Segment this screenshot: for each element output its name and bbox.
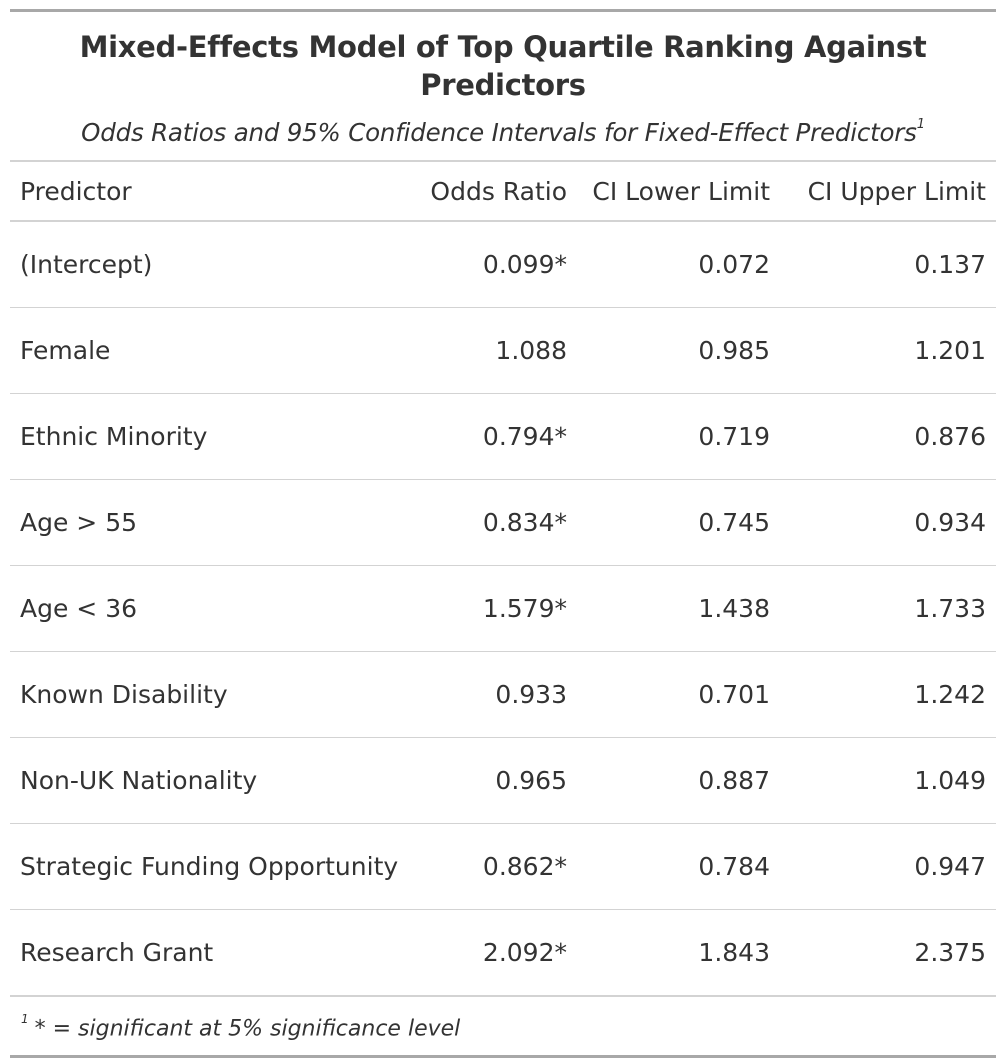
- table-row: Age < 36 1.579* 1.438 1.733: [10, 565, 996, 653]
- cell-ci-upper: 1.242: [780, 651, 996, 739]
- cell-predictor: Research Grant: [20, 938, 214, 968]
- cell-odds-ratio: 0.965: [410, 737, 577, 825]
- cell-odds-ratio: 0.099*: [410, 222, 577, 309]
- cell-predictor: Ethnic Minority: [10, 393, 410, 481]
- cell-ci-upper: 1.733: [780, 565, 996, 653]
- column-header-ci-upper: CI Upper Limit: [807, 176, 986, 206]
- table-row: Research Grant 2.092* 1.843 2.375: [10, 910, 996, 996]
- cell-ci-lower: 1.843: [698, 938, 770, 968]
- column-header-odds-ratio: Odds Ratio: [430, 176, 567, 206]
- cell-ci-upper: 0.947: [780, 823, 996, 911]
- table-row: Non-UK Nationality 0.965 0.887 1.049: [10, 737, 996, 825]
- subtitle-footnote-marker: 1: [916, 117, 925, 132]
- cell-ci-upper: 1.049: [780, 737, 996, 825]
- footnote: 1 * = significant at 5% significance leve…: [10, 997, 996, 1055]
- cell-odds-ratio: 0.834*: [410, 479, 577, 567]
- header-top-rule: [10, 160, 996, 163]
- table-row: Female 1.088 0.985 1.201: [10, 307, 996, 395]
- footnote-marker: 1: [21, 1012, 29, 1027]
- table-row: Age > 55 0.834* 0.745 0.934: [10, 479, 996, 567]
- data-table: Predictor Odds Ratio CI Lower Limit CI U…: [10, 162, 996, 995]
- top-rule: [10, 9, 996, 12]
- cell-ci-upper: 2.375: [914, 938, 986, 968]
- column-header-ci-lower: CI Lower Limit: [592, 176, 770, 206]
- cell-odds-ratio: 0.933: [410, 651, 577, 739]
- cell-predictor: Age < 36: [10, 565, 410, 653]
- footnote-text: * = significant at 5% significance level: [34, 1016, 461, 1042]
- table-title: Mixed-Effects Model of Top Quartile Rank…: [79, 30, 927, 102]
- cell-predictor: Non-UK Nationality: [10, 737, 410, 825]
- cell-ci-lower: 0.719: [577, 393, 780, 481]
- table-row: (Intercept) 0.099* 0.072 0.137: [10, 222, 996, 309]
- cell-odds-ratio: 1.579*: [410, 565, 577, 653]
- table-row: Ethnic Minority 0.794* 0.719 0.876: [10, 393, 996, 481]
- cell-ci-lower: 0.887: [577, 737, 780, 825]
- cell-odds-ratio: 0.794*: [410, 393, 577, 481]
- cell-ci-upper: 0.876: [780, 393, 996, 481]
- subtitle-text: Odds Ratios and 95% Confidence Intervals…: [81, 118, 917, 148]
- column-header-predictor: Predictor: [20, 176, 132, 206]
- cell-odds-ratio: 0.862*: [410, 823, 577, 911]
- cell-predictor: Female: [10, 307, 410, 395]
- cell-odds-ratio: 1.088: [410, 307, 577, 395]
- table-subtitle: Odds Ratios and 95% Confidence Intervals…: [10, 112, 996, 150]
- cell-ci-lower: 0.745: [577, 479, 780, 567]
- cell-odds-ratio: 2.092*: [482, 938, 567, 968]
- cell-ci-lower: 0.985: [577, 307, 780, 395]
- cell-predictor: (Intercept): [10, 222, 410, 309]
- cell-ci-lower: 0.072: [577, 222, 780, 309]
- cell-ci-lower: 0.784: [577, 823, 780, 911]
- cell-ci-lower: 1.438: [577, 565, 780, 653]
- cell-predictor: Known Disability: [10, 651, 410, 739]
- cell-ci-upper: 0.137: [780, 222, 996, 309]
- table-row: Known Disability 0.933 0.701 1.242: [10, 651, 996, 739]
- table-body: (Intercept) 0.099* 0.072 0.137 Female 1.088 0.…: [10, 222, 996, 995]
- header-row: Predictor Odds Ratio CI Lower Limit CI U…: [10, 162, 996, 221]
- cell-predictor: Strategic Funding Opportunity: [10, 823, 410, 911]
- table-container: Mixed-Effects Model of Top Quartile Rank…: [10, 9, 996, 1058]
- cell-ci-lower: 0.701: [577, 651, 780, 739]
- cell-predictor: Age > 55: [10, 479, 410, 567]
- cell-ci-upper: 0.934: [780, 479, 996, 567]
- footer-top-rule: [10, 995, 996, 998]
- table-row: Strategic Funding Opportunity 0.862* 0.784…: [10, 823, 996, 911]
- cell-ci-upper: 1.201: [780, 307, 996, 395]
